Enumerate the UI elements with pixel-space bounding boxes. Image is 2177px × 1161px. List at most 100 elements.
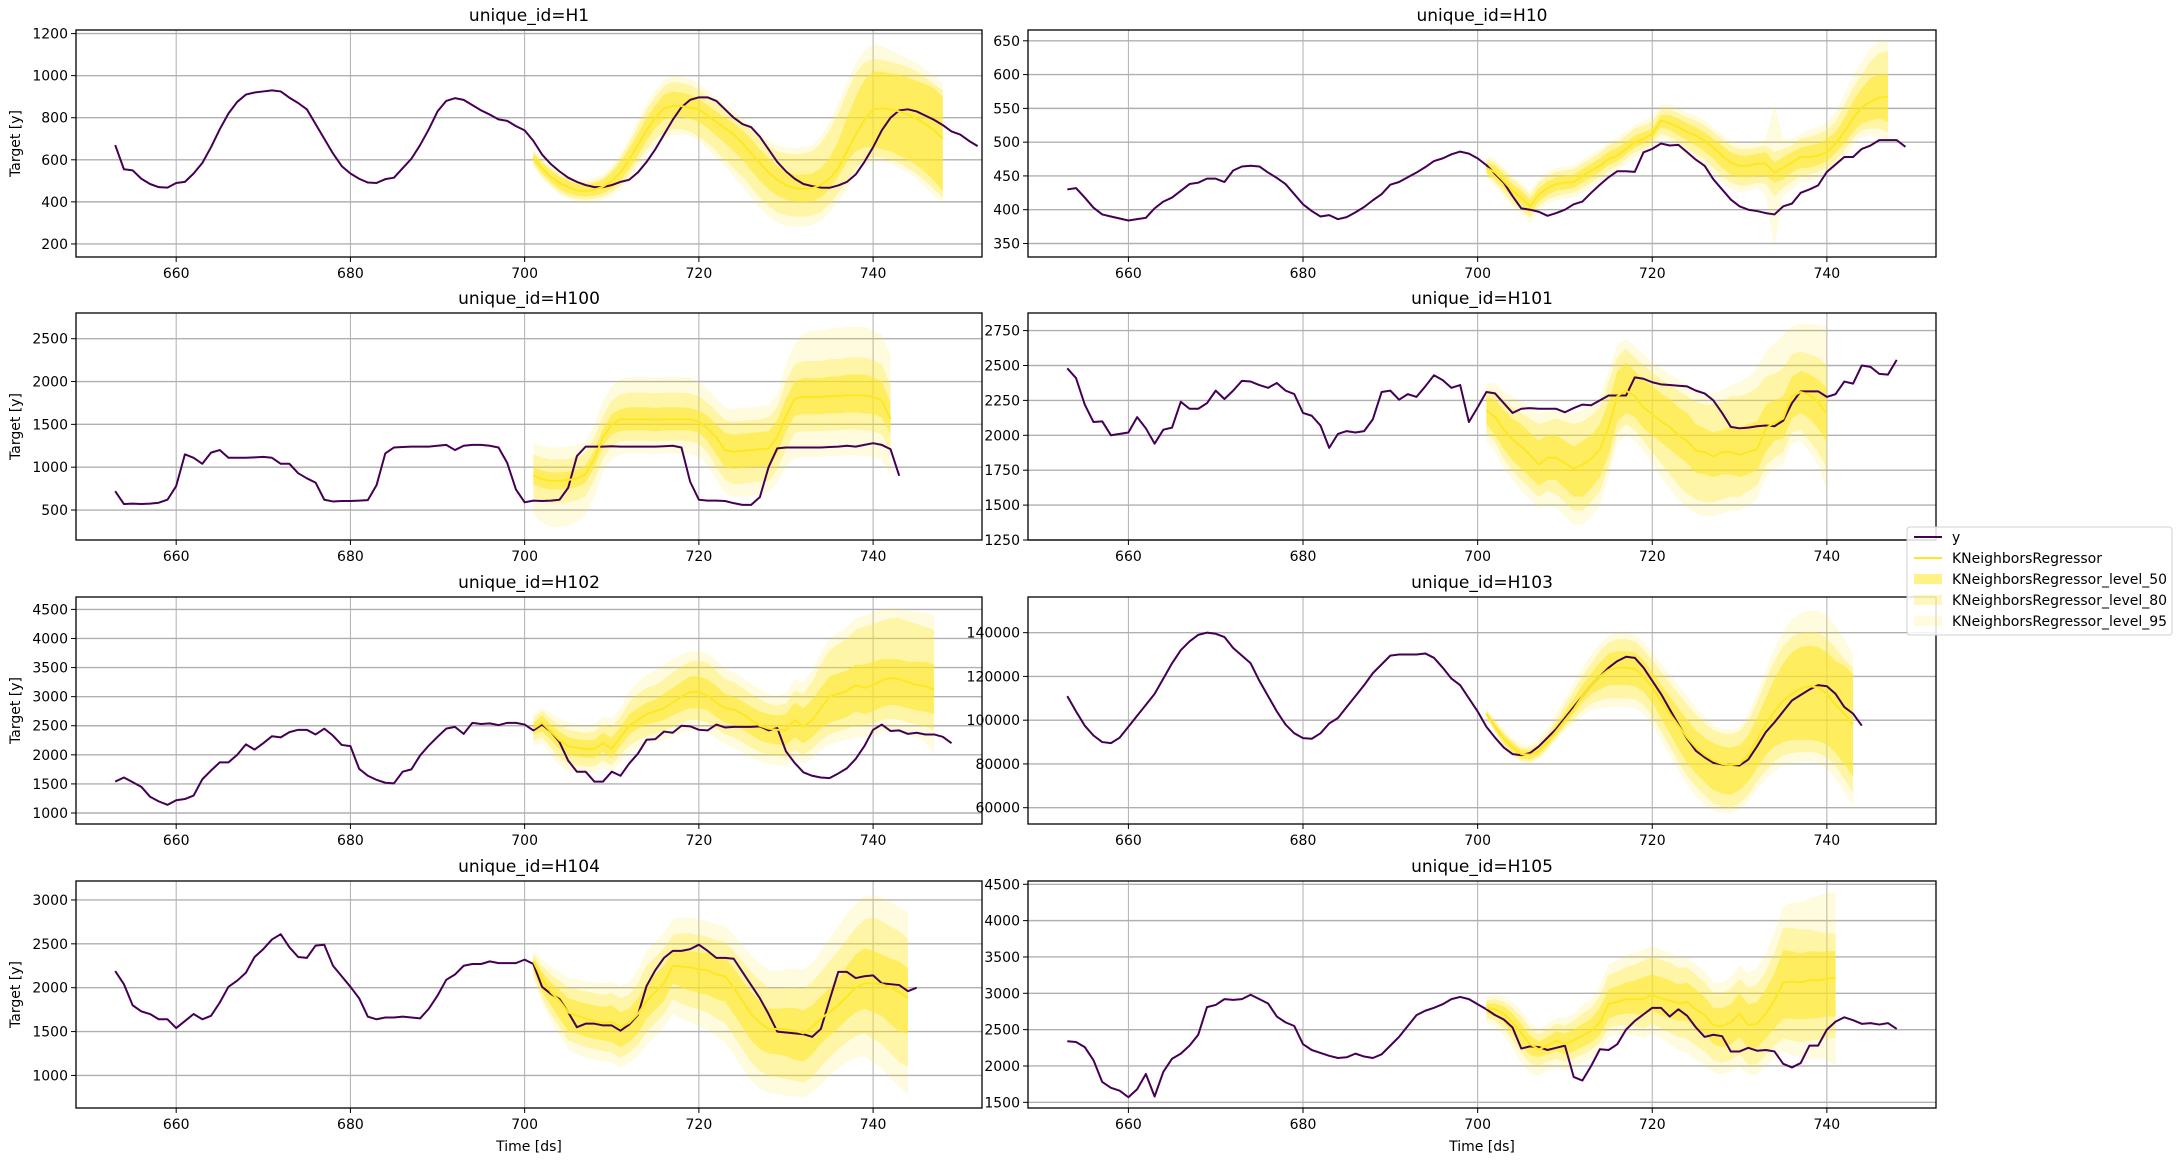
x-tick-label: 680	[337, 833, 364, 849]
x-tick-label: 700	[511, 1117, 538, 1133]
plot-area	[114, 608, 953, 806]
y-tick-label: 1500	[984, 1095, 1020, 1111]
plot-area	[114, 44, 979, 228]
x-tick-label: 680	[1290, 266, 1317, 282]
x-tick-label: 720	[1639, 1117, 1666, 1133]
legend-label-level-50: KNeighborsRegressor_level_50	[1952, 572, 2167, 588]
x-tick-label: 660	[1115, 266, 1142, 282]
x-tick-label: 720	[1639, 549, 1666, 565]
actual-series-line	[1067, 139, 1907, 222]
x-tick-label: 680	[337, 266, 364, 282]
band-level-50	[1486, 645, 1854, 795]
plot-area	[1066, 610, 1863, 814]
y-tick-label: 3500	[984, 950, 1020, 966]
y-tick-label: 2000	[32, 375, 68, 391]
x-tick-label: 740	[860, 833, 887, 849]
x-axis-label: Time [ds]	[495, 1139, 562, 1155]
legend-item-y: y	[1914, 530, 1960, 546]
x-tick-label: 680	[1290, 549, 1317, 565]
x-tick-label: 660	[163, 266, 190, 282]
forecast-series-line	[532, 677, 935, 751]
x-tick-label: 740	[860, 266, 887, 282]
y-tick-label: 600	[41, 153, 68, 169]
y-axis-label: Target [y]	[8, 110, 24, 178]
actual-series-line	[1066, 359, 1898, 449]
x-tick-label: 680	[1290, 833, 1317, 849]
x-tick-label: 700	[1464, 833, 1491, 849]
y-axis-label: Target [y]	[8, 961, 24, 1029]
x-tick-label: 660	[1115, 833, 1142, 849]
x-tick-label: 660	[1115, 549, 1142, 565]
plot-area	[1067, 40, 1907, 247]
y-axis-label: Target [y]	[8, 393, 24, 461]
y-tick-label: 3500	[32, 661, 68, 677]
subplot-h100: 660 680 700 720 740 500 1000 1500 2000 2500 unique…	[8, 289, 983, 565]
y-tick-label: 2500	[984, 358, 1020, 374]
legend: y KNeighborsRegressor KNeighborsRegresso…	[1906, 526, 2173, 636]
legend-label-y: y	[1952, 530, 1960, 546]
forecast-series-line	[1486, 977, 1836, 1051]
x-tick-label: 720	[686, 549, 713, 565]
axes-frame	[1027, 312, 1937, 541]
band-level-95	[533, 608, 935, 774]
x-axis-label: Time [ds]	[1448, 1139, 1515, 1155]
legend-label-level-95: KNeighborsRegressor_level_95	[1952, 614, 2167, 630]
y-tick-label: 80000	[975, 757, 1020, 773]
axes-frame	[1027, 596, 1937, 825]
subplot-title: unique_id=H10	[1417, 6, 1548, 26]
x-tick-label: 660	[163, 549, 190, 565]
y-tick-label: 400	[41, 195, 68, 211]
axes-frame	[75, 312, 983, 541]
forecast-series-line	[1485, 666, 1854, 767]
x-tick-label: 660	[163, 1117, 190, 1133]
legend-swatch-level-95	[1914, 616, 1942, 626]
y-tick-label: 100000	[967, 713, 1020, 729]
y-tick-label: 2500	[32, 332, 68, 348]
subplot-grid: 660 680 700 720 740 200 400 600 800 1000 1200 uniqu…	[8, 6, 1937, 1155]
x-tick-label: 740	[1813, 266, 1840, 282]
y-tick-label: 400	[993, 203, 1020, 219]
y-tick-label: 1500	[32, 417, 68, 433]
plot-area	[1066, 323, 1898, 525]
band-level-50	[533, 71, 943, 203]
forecast-series-line	[532, 394, 892, 482]
y-tick-label: 4500	[984, 877, 1020, 893]
axes-frame	[75, 29, 983, 258]
y-tick-label: 4000	[32, 631, 68, 647]
y-tick-label: 500	[993, 135, 1020, 151]
subplot-title: unique_id=H100	[458, 289, 600, 309]
x-tick-label: 660	[163, 833, 190, 849]
y-tick-label: 2500	[32, 719, 68, 735]
y-tick-label: 550	[993, 101, 1020, 117]
y-tick-label: 3000	[984, 986, 1020, 1002]
band-level-50	[1486, 949, 1836, 1058]
x-tick-label: 680	[337, 549, 364, 565]
y-tick-label: 800	[41, 111, 68, 127]
y-tick-label: 1250	[984, 533, 1020, 549]
x-tick-label: 740	[860, 549, 887, 565]
y-tick-label: 350	[993, 236, 1020, 252]
y-tick-label: 2750	[984, 324, 1020, 340]
y-tick-label: 1000	[32, 460, 68, 476]
forecast-series-line	[532, 960, 909, 1035]
y-tick-label: 140000	[967, 626, 1020, 642]
y-tick-label: 1000	[32, 1068, 68, 1084]
x-tick-label: 720	[686, 266, 713, 282]
plot-area	[114, 326, 901, 528]
axes-frame	[1027, 29, 1937, 258]
plot-area	[114, 894, 918, 1098]
subplot-title: unique_id=H105	[1411, 857, 1553, 877]
y-tick-label: 1500	[984, 498, 1020, 514]
subplot-title: unique_id=H103	[1411, 573, 1553, 593]
subplot-title: unique_id=H102	[458, 573, 600, 593]
x-tick-label: 720	[1639, 266, 1666, 282]
x-tick-label: 720	[686, 833, 713, 849]
y-tick-label: 2500	[32, 937, 68, 953]
y-axis-label: Target [y]	[8, 677, 24, 745]
x-tick-label: 740	[860, 1117, 887, 1133]
grid	[1028, 313, 1936, 541]
grid	[1028, 30, 1936, 257]
y-tick-label: 2000	[32, 981, 68, 997]
y-tick-label: 1500	[32, 777, 68, 793]
